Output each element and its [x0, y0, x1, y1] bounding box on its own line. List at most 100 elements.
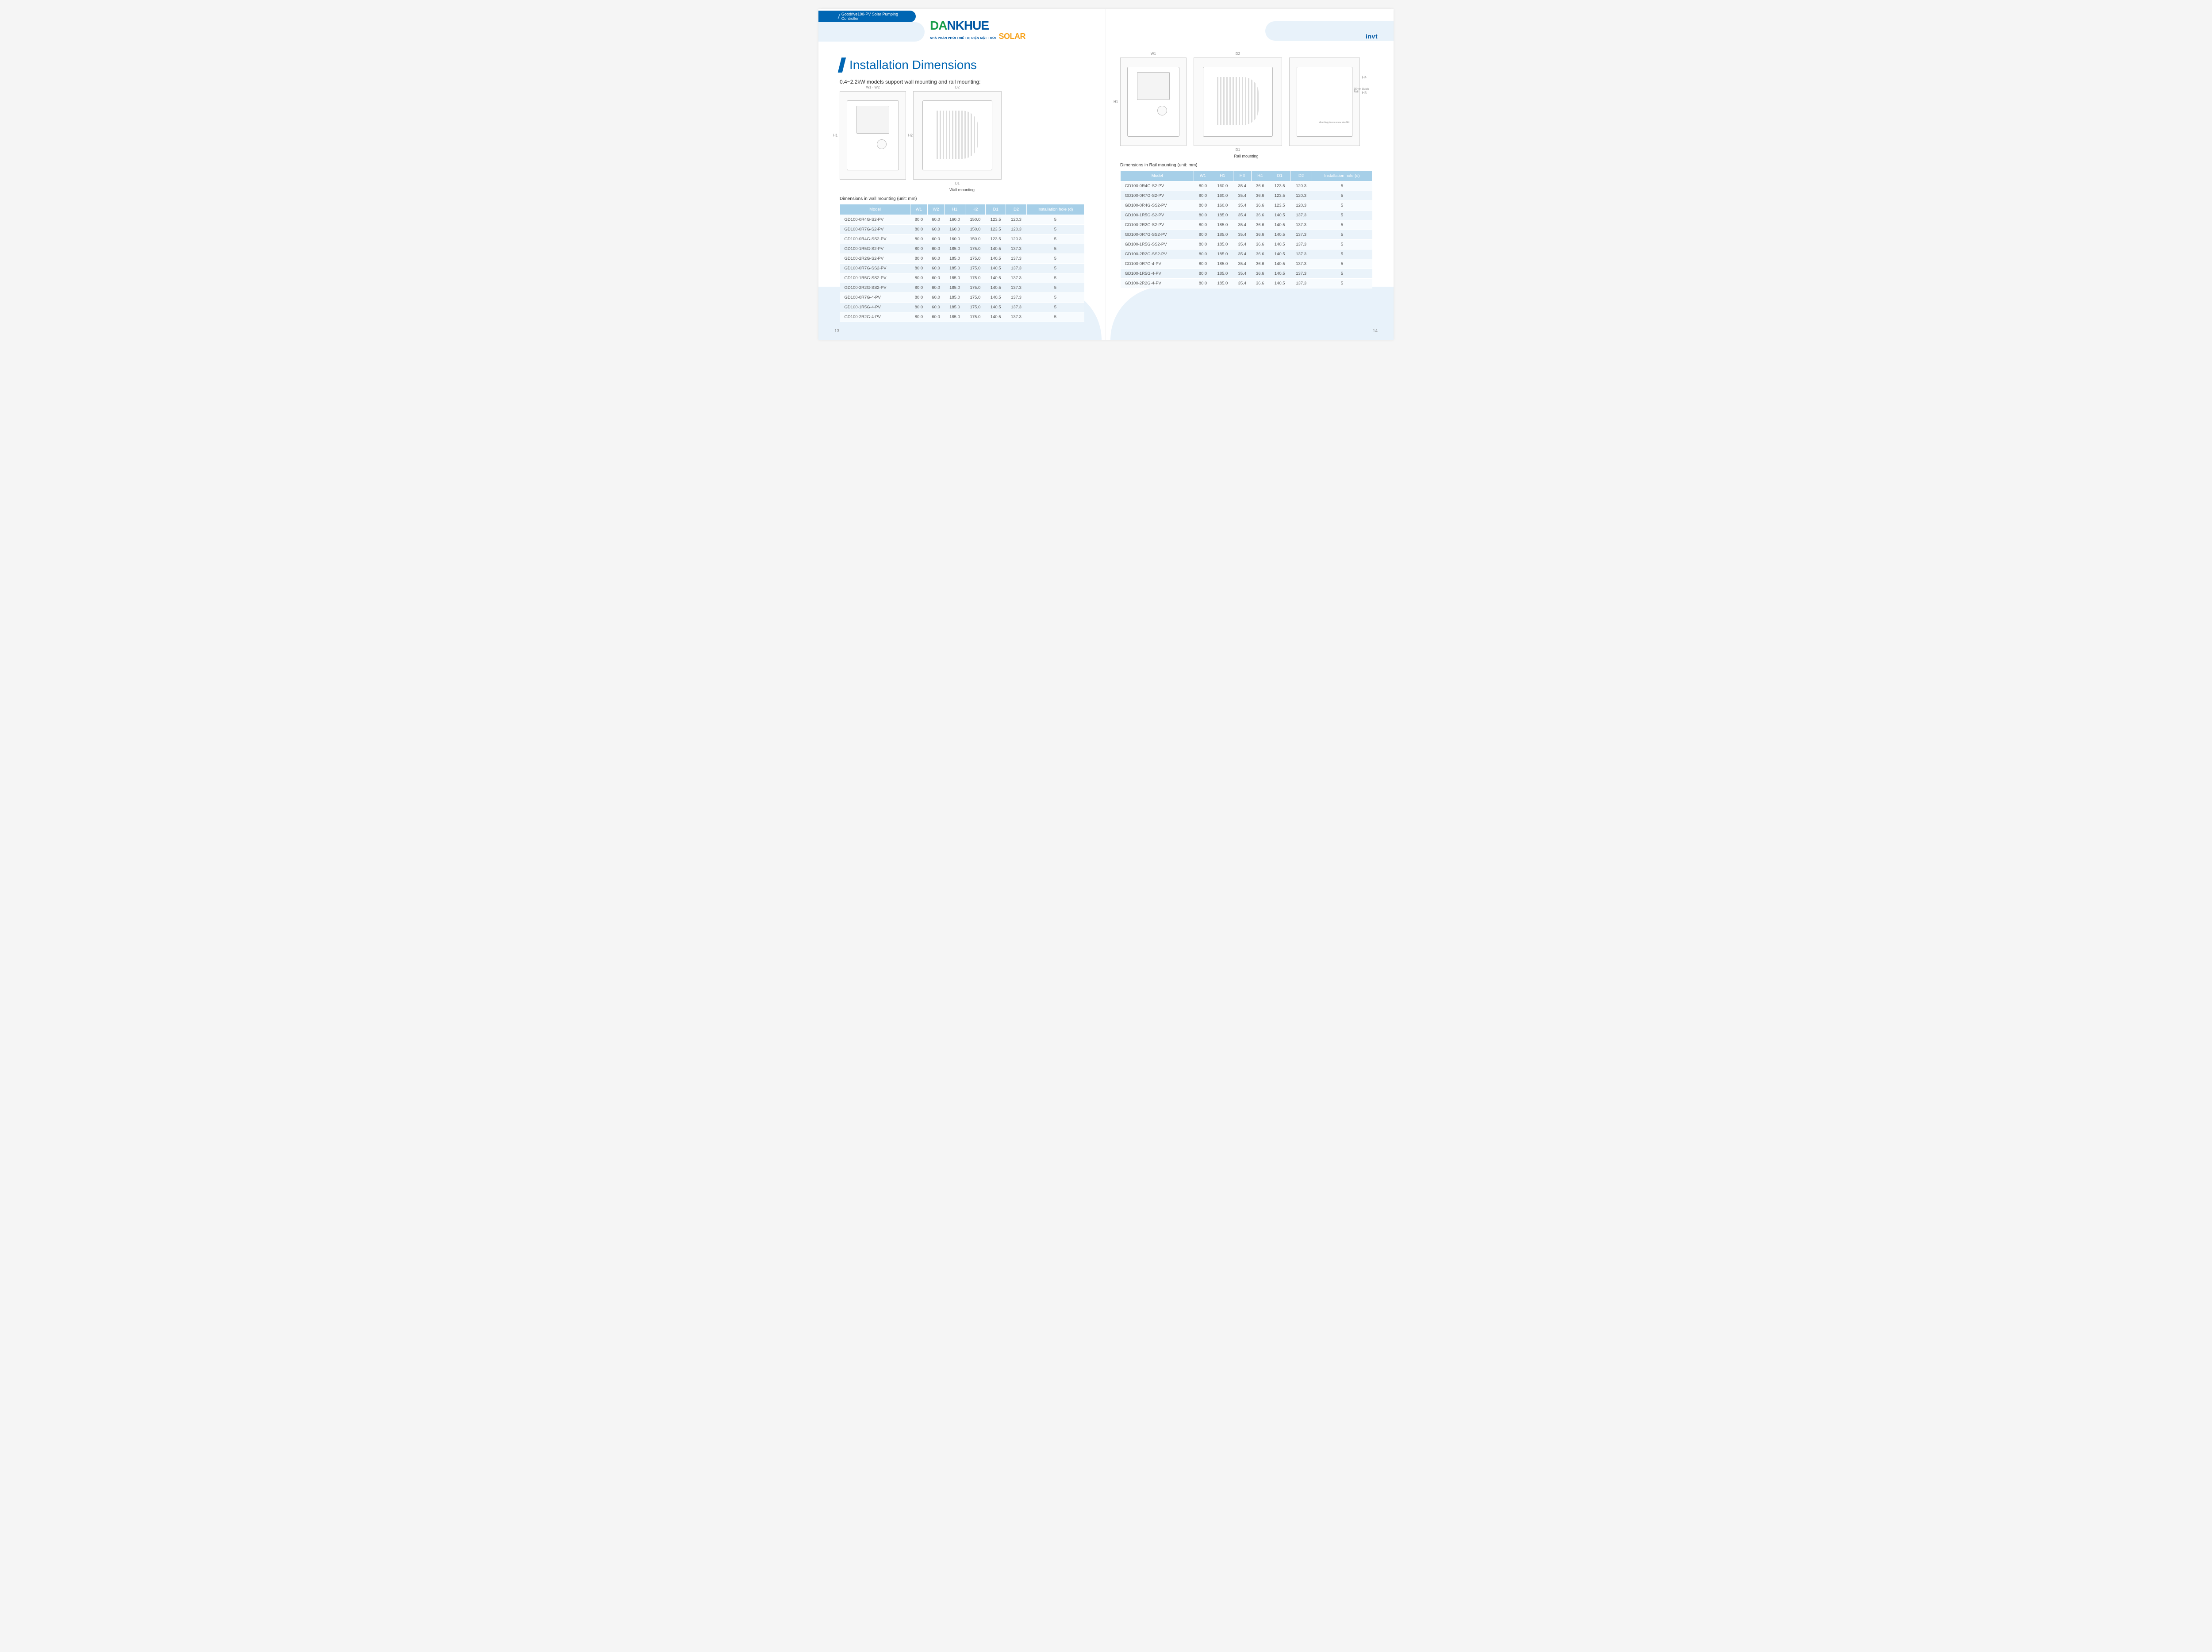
rail-table-title: Dimensions in Rail mounting (unit: mm)	[1120, 163, 1372, 168]
table-cell: GD100-0R7G-S2-PV	[840, 225, 910, 234]
table-cell: 36.6	[1251, 181, 1269, 191]
table-header-cell: W1	[1194, 171, 1212, 181]
table-cell: 80.0	[910, 283, 928, 293]
table-cell: 80.0	[1194, 181, 1212, 191]
table-cell: 140.5	[1269, 250, 1290, 259]
table-cell: 140.5	[1269, 230, 1290, 240]
table-cell: 5	[1026, 264, 1084, 273]
table-cell: GD100-2R2G-SS2-PV	[840, 283, 910, 293]
table-cell: 185.0	[1212, 240, 1233, 250]
table-cell: 185.0	[945, 293, 965, 303]
table-cell: 120.3	[1290, 201, 1312, 211]
rail-diagram-side: D2 D1	[1194, 58, 1282, 146]
table-cell: 137.3	[1290, 220, 1312, 230]
table-row: GD100-0R7G-4-PV80.060.0185.0175.0140.513…	[840, 293, 1084, 303]
table-cell: 185.0	[945, 264, 965, 273]
device-front-sketch	[847, 100, 899, 170]
table-cell: 60.0	[927, 225, 945, 234]
logo-part-blue: NKHUE	[947, 19, 989, 32]
table-cell: 36.6	[1251, 201, 1269, 211]
table-cell: GD100-1R5G-SS2-PV	[840, 273, 910, 283]
table-cell: 80.0	[910, 293, 928, 303]
table-cell: 36.6	[1251, 250, 1269, 259]
table-cell: 5	[1312, 201, 1372, 211]
table-cell: 185.0	[1212, 279, 1233, 288]
table-cell: 80.0	[910, 234, 928, 244]
table-cell: 5	[1312, 279, 1372, 288]
table-cell: 80.0	[910, 254, 928, 264]
table-cell: 140.5	[1269, 279, 1290, 288]
table-cell: 140.5	[986, 303, 1006, 312]
rail-table-header-row: ModelW1H1H3H4D1D2Installation hole (d)	[1121, 171, 1372, 181]
table-cell: 175.0	[965, 273, 985, 283]
table-header-cell: H4	[1251, 171, 1269, 181]
table-row: GD100-2R2G-SS2-PV80.060.0185.0175.0140.5…	[840, 283, 1084, 293]
table-cell: 80.0	[910, 244, 928, 254]
table-header-cell: W1	[910, 204, 928, 215]
table-cell: 140.5	[1269, 259, 1290, 269]
device-side-sketch-rail	[1203, 67, 1273, 137]
table-cell: 60.0	[927, 234, 945, 244]
table-cell: GD100-0R7G-S2-PV	[1121, 191, 1194, 201]
page-left: / Goodrive100-PV Solar Pumping Controlle…	[818, 9, 1106, 340]
table-cell: 36.6	[1251, 191, 1269, 201]
table-cell: 185.0	[1212, 269, 1233, 279]
table-cell: 185.0	[945, 303, 965, 312]
title-slash-icon	[838, 58, 846, 73]
table-cell: 35.4	[1233, 259, 1251, 269]
table-cell: 80.0	[1194, 259, 1212, 269]
table-cell: 5	[1312, 240, 1372, 250]
table-header-cell: Installation hole (d)	[1312, 171, 1372, 181]
table-cell: 36.6	[1251, 269, 1269, 279]
table-header-cell: Model	[1121, 171, 1194, 181]
table-cell: 140.5	[986, 312, 1006, 322]
table-cell: 137.3	[1290, 240, 1312, 250]
table-cell: GD100-0R4G-S2-PV	[1121, 181, 1194, 191]
table-cell: 140.5	[986, 254, 1006, 264]
table-row: GD100-0R7G-S2-PV80.060.0160.0150.0123.51…	[840, 225, 1084, 234]
table-cell: 137.3	[1290, 259, 1312, 269]
rail-note: 35mm Guide Rail	[1354, 88, 1373, 93]
wall-diagram-side: D2 D1	[913, 91, 1002, 180]
table-row: GD100-1R5G-SS2-PV80.060.0185.0175.0140.5…	[840, 273, 1084, 283]
table-row: GD100-0R7G-S2-PV80.0160.035.436.6123.512…	[1121, 191, 1372, 201]
table-cell: 160.0	[1212, 191, 1233, 201]
table-cell: 185.0	[1212, 259, 1233, 269]
table-cell: 175.0	[965, 254, 985, 264]
table-cell: GD100-2R2G-S2-PV	[1121, 220, 1194, 230]
table-cell: 60.0	[927, 264, 945, 273]
table-cell: 5	[1312, 220, 1372, 230]
page-number-left: 13	[834, 329, 839, 334]
table-cell: 60.0	[927, 215, 945, 225]
table-cell: 36.6	[1251, 279, 1269, 288]
table-cell: GD100-0R4G-S2-PV	[840, 215, 910, 225]
table-cell: 123.5	[1269, 201, 1290, 211]
rail-screw-note: Mounting places screw size M4	[1319, 121, 1349, 124]
table-header-cell: H1	[1212, 171, 1233, 181]
subtitle: 0.4~2.2kW models support wall mounting a…	[840, 79, 1084, 85]
table-row: GD100-0R7G-SS2-PV80.0185.035.436.6140.51…	[1121, 230, 1372, 240]
table-cell: GD100-2R2G-4-PV	[1121, 279, 1194, 288]
table-cell: 123.5	[1269, 191, 1290, 201]
page-right: invt W1 H1 D2 D1	[1106, 9, 1394, 340]
table-row: GD100-2R2G-S2-PV80.060.0185.0175.0140.51…	[840, 254, 1084, 264]
table-cell: 35.4	[1233, 211, 1251, 220]
table-cell: 5	[1312, 269, 1372, 279]
table-cell: 5	[1312, 230, 1372, 240]
table-cell: GD100-2R2G-SS2-PV	[1121, 250, 1194, 259]
logo-part-green: DA	[930, 19, 947, 32]
table-cell: 137.3	[1006, 312, 1026, 322]
table-cell: 80.0	[910, 215, 928, 225]
table-cell: 120.3	[1290, 181, 1312, 191]
table-cell: 120.3	[1006, 234, 1026, 244]
table-cell: 140.5	[986, 244, 1006, 254]
table-row: GD100-2R2G-4-PV80.0185.035.436.6140.5137…	[1121, 279, 1372, 288]
table-cell: 137.3	[1290, 211, 1312, 220]
table-cell: 123.5	[986, 225, 1006, 234]
device-side-sketch	[922, 100, 992, 170]
table-row: GD100-1R5G-S2-PV80.060.0185.0175.0140.51…	[840, 244, 1084, 254]
table-cell: 80.0	[910, 225, 928, 234]
table-cell: 5	[1312, 211, 1372, 220]
table-cell: 160.0	[945, 234, 965, 244]
table-cell: 137.3	[1006, 283, 1026, 293]
